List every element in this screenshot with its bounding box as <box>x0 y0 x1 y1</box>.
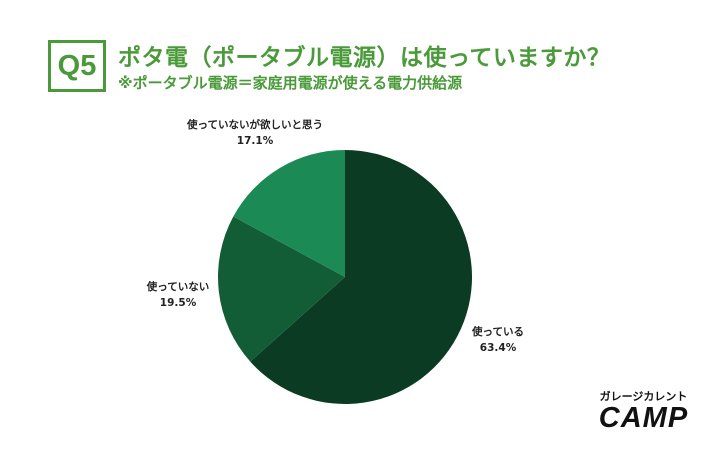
page-title: ポタ電（ポータブル電源）は使っていますか？ <box>118 45 611 71</box>
page-subtitle: ※ポータブル電源＝家庭用電源が使える電力供給源 <box>118 74 463 92</box>
slice-used <box>250 150 473 404</box>
slice-value-label: 19.5% <box>160 297 197 309</box>
slice-label: 使っていないが欲しいと思う <box>186 118 323 131</box>
question-badge: Q5 <box>48 40 106 92</box>
logo-top-text: ガレージカレント <box>599 390 688 403</box>
slice-want <box>233 150 345 277</box>
slice-label: 使っている <box>471 325 524 338</box>
pie-slices <box>218 150 473 404</box>
slice-label: 使っていない <box>146 280 209 293</box>
slice-value-label: 17.1% <box>237 135 274 147</box>
slice-value-label: 63.4% <box>480 342 517 354</box>
brand-logo: ガレージカレント CAMP <box>586 388 701 444</box>
logo-main-text: CAMP <box>598 402 689 434</box>
slice-not-used <box>218 216 345 362</box>
slice-labels: 使っている 63.4% 使っていない 19.5% 使っていないが欲しいと思う 17.1% <box>146 118 524 354</box>
